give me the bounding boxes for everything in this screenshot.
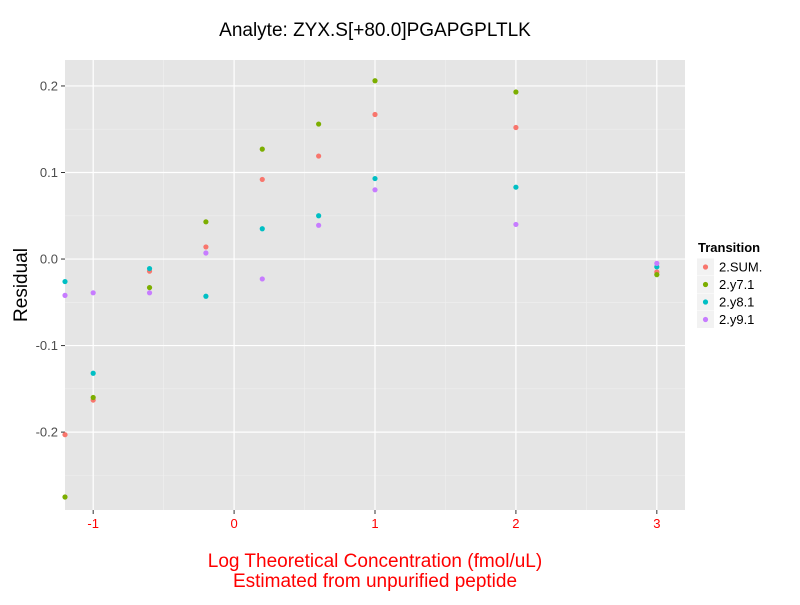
data-point: [203, 219, 209, 225]
legend-items: 2.SUM. 2.y7.1 2.y8.1 2.y9.1: [697, 258, 762, 328]
legend-label: 2.y8.1: [719, 295, 754, 310]
data-point: [62, 432, 68, 438]
data-point: [259, 176, 265, 183]
y-tick-label: -0.2: [36, 425, 58, 440]
x-tick-label: -1: [87, 516, 99, 531]
data-point: [513, 89, 519, 95]
legend-swatch: [702, 316, 709, 323]
y-tick-label: -0.1: [36, 338, 58, 353]
legend-swatch: [702, 299, 709, 305]
data-point: [90, 394, 96, 401]
axis-ticks: [61, 85, 658, 514]
data-point: [203, 293, 209, 299]
x-tick-label: 1: [371, 516, 378, 531]
data-point: [146, 284, 153, 291]
data-point: [513, 221, 519, 228]
data-point: [62, 278, 68, 285]
y-tick-label: 0.0: [40, 252, 58, 267]
data-point: [316, 153, 322, 159]
x-axis-label-subtitle: Estimated from unpurified peptide: [233, 571, 517, 592]
data-point: [259, 226, 265, 232]
data-point: [316, 121, 322, 127]
data-point: [513, 184, 519, 190]
data-point: [90, 370, 96, 376]
x-tick-labels: -1 0 1 2 3: [87, 516, 660, 531]
y-tick-label: 0.2: [40, 78, 58, 93]
data-point: [654, 272, 660, 278]
data-point: [372, 187, 378, 193]
series-2-y7-1: [62, 78, 660, 500]
data-point: [259, 146, 265, 152]
data-point: [372, 175, 378, 182]
data-point: [316, 222, 322, 228]
legend-label: 2.SUM.: [719, 260, 762, 275]
legend-label: 2.y7.1: [719, 277, 754, 292]
x-tick-label: 0: [230, 516, 237, 531]
series-2-y9-1: [62, 187, 660, 298]
legend-swatch: [702, 264, 709, 270]
legend-title: Transition: [698, 240, 760, 255]
x-tick-label: 3: [653, 516, 660, 531]
data-point: [62, 292, 68, 298]
x-tick-label: 2: [512, 516, 519, 531]
x-axis-label: Log Theoretical Concentration (fmol/uL): [208, 551, 542, 572]
data-point: [90, 290, 96, 296]
data-point: [259, 276, 265, 282]
y-axis-label: Residual: [11, 248, 32, 322]
major-gridlines: [65, 60, 685, 510]
data-point: [146, 290, 153, 296]
data-point: [203, 244, 209, 250]
legend-label: 2.y9.1: [719, 312, 754, 327]
data-point: [372, 111, 378, 118]
data-point: [316, 213, 322, 219]
data-point: [513, 124, 519, 131]
y-tick-labels: -0.2 -0.1 0.0 0.1 0.2: [36, 78, 58, 439]
y-tick-label: 0.1: [40, 165, 58, 180]
chart-title: Analyte: ZYX.S[+80.0]PGAPGPLTLK: [219, 20, 531, 41]
legend: Transition 2.SUM. 2.y7.1 2.y8.1 2.y9.1: [697, 240, 762, 328]
legend-swatch: [702, 281, 709, 288]
data-point: [372, 78, 378, 84]
data-point: [62, 494, 68, 500]
data-points: [62, 78, 660, 500]
data-point: [654, 260, 660, 266]
data-point: [203, 250, 209, 256]
data-point: [146, 265, 153, 272]
